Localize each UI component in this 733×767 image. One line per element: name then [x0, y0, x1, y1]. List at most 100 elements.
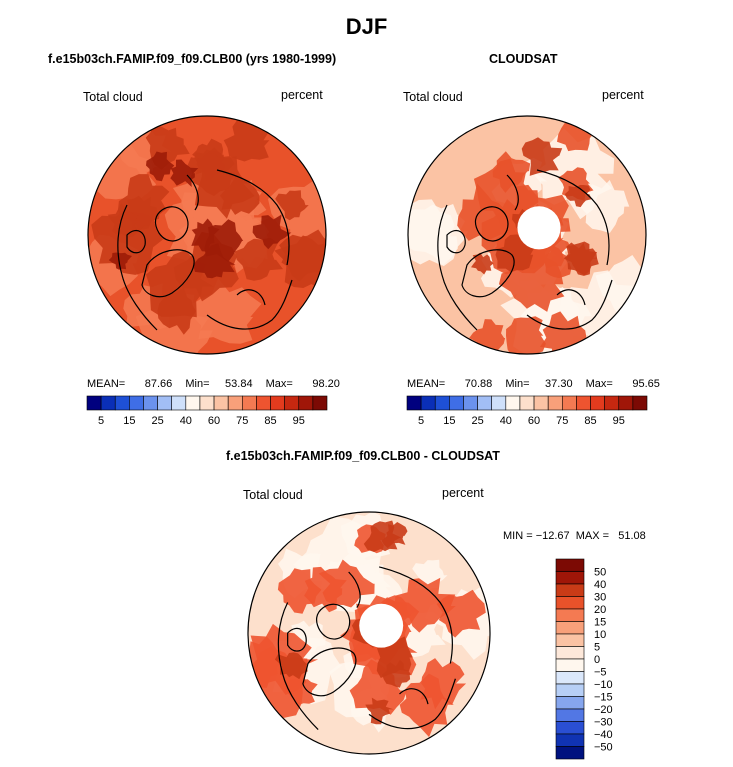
panel3-colorbar-tick-label: 0 [594, 654, 600, 666]
panel1-contour-region [108, 252, 132, 270]
panel1-coastlines [117, 169, 293, 331]
panel2-colorbar-tick-label: 95 [613, 415, 625, 427]
panel1-map-border [87, 115, 327, 355]
panel2-coastline [536, 169, 610, 266]
panel3-colorbar-swatch [555, 583, 585, 597]
panel1-contour-region [91, 210, 165, 275]
panel2-colorbar: 5 15 25 40 60 75 85 95 [406, 395, 648, 427]
panel1-colorbar-swatch [114, 395, 130, 411]
panel1-coastline [186, 174, 199, 211]
panel2-contour-region [471, 252, 494, 275]
panel1-coastline [154, 206, 189, 242]
panel3-coastline [348, 571, 361, 608]
panel3-colorbar-tick-label: 10 [594, 629, 606, 641]
panel2-colorbar-tick-label: 60 [528, 415, 540, 427]
panel1-contour-region [234, 237, 283, 281]
panel2-colorbar-swatch [463, 395, 478, 411]
panel2-field [408, 116, 646, 354]
panel3-contour-region [349, 659, 407, 715]
panel1-coastline [117, 204, 158, 331]
panel3-coastline [287, 627, 307, 652]
panel1-title: f.e15b03ch.FAMIP.f09_f09.CLB00 (yrs 1980… [48, 52, 337, 66]
panel2-colorbar-swatch [505, 395, 521, 411]
panel1-contour-region [223, 117, 270, 162]
panel3-coastline [302, 647, 357, 697]
panel3-colorbar-tick-label: −15 [594, 692, 613, 704]
panel3-colorbar-swatch [555, 596, 585, 610]
panel1-coastline [206, 279, 293, 330]
panel2-stats: MEAN= 70.88 Min= 37.30 Max= 95.65 [407, 378, 660, 390]
panel2-colorbar-swatch [406, 395, 422, 411]
panel3-colorbar-swatch [555, 733, 585, 747]
page-title: DJF [345, 14, 388, 39]
panel1-colorbar-tick-label: 40 [180, 415, 192, 427]
panel2-coastline [506, 174, 519, 211]
panel2-coastlines [437, 169, 613, 331]
panel1-mean-label: MEAN= [87, 378, 126, 390]
panel1-colorbar-swatch [312, 395, 328, 411]
panel3-variable: Total cloud [243, 488, 303, 502]
panel2-colorbar-swatch [477, 395, 493, 411]
panel2-colorbar-swatch [604, 395, 620, 411]
panel1-contour-region [275, 190, 309, 221]
panel1-coastline [126, 230, 146, 254]
panel3-colorbar-tick-label: 20 [594, 604, 606, 616]
panel1-colorbar-swatch [199, 395, 215, 411]
panel1-contour-region [146, 151, 175, 182]
panel3-coastline [368, 678, 456, 730]
panel1-colorbar-swatch [270, 395, 285, 411]
panel1-contour-region [157, 287, 197, 335]
panel3-contour-region [274, 652, 309, 680]
panel3-colorbar-swatch [555, 608, 585, 622]
panel1-colorbar-swatch [284, 395, 300, 411]
panel2-coastline [526, 279, 613, 330]
panel3-colorbar-swatch [555, 696, 585, 710]
panel3-map-border [247, 511, 491, 755]
panel3-coastline [315, 603, 351, 640]
panel1-colorbar-tick-label: 25 [151, 415, 163, 427]
panel2-variable: Total cloud [403, 90, 463, 104]
panel3-coastline [399, 688, 429, 705]
panel1-units: percent [281, 88, 323, 102]
panel1-colorbar-tick-label: 75 [236, 415, 248, 427]
panel1-colorbar-tick-label: 95 [293, 415, 305, 427]
panel2-contour-region [506, 316, 546, 354]
panel1-max-value: 98.20 [312, 378, 340, 390]
panel1-contour-region [193, 243, 236, 279]
panel3-colorbar-swatch [555, 671, 585, 685]
panel2-colorbar-swatch [590, 395, 605, 411]
panel1-variable: Total cloud [83, 90, 143, 104]
panel3-contour-region [420, 658, 467, 710]
panel3-colorbar-swatch [555, 571, 585, 585]
panel3-polar-map [247, 511, 491, 755]
panel2-polar-map [407, 115, 647, 355]
panel3-colorbar-tick-label: 40 [594, 579, 606, 591]
panel3-colorbar-swatch [555, 683, 585, 697]
panel2-colorbar-swatch [618, 395, 634, 411]
panel2-coastline [556, 289, 586, 306]
panel1-coastline [216, 169, 290, 266]
panel2-max-label: Max= [585, 378, 613, 390]
panel3-coastline [379, 566, 453, 664]
panel3-contour-region [365, 697, 394, 725]
panel3-colorbar-tick-label: −30 [594, 717, 613, 729]
panel1-max-label: Max= [265, 378, 293, 390]
panel1-colorbar-tick-label: 15 [123, 415, 135, 427]
panel2-colorbar-swatch [547, 395, 563, 411]
panel1-colorbar-swatch [256, 395, 271, 411]
panel2-title: CLOUDSAT [489, 52, 558, 66]
panel1-colorbar-tick-label: 5 [98, 415, 104, 427]
panel1-colorbar-swatch [129, 395, 144, 411]
panel1-coastline [141, 249, 195, 298]
panel3-title: f.e15b03ch.FAMIP.f09_f09.CLB00 - CLOUDSA… [226, 449, 500, 463]
panel2-coastline [474, 206, 509, 242]
panel1-colorbar-swatch [213, 395, 229, 411]
panel2-colorbar-swatch [449, 395, 464, 411]
panel3-colorbar-tick-label: −20 [594, 704, 613, 716]
panel1-colorbar: 5 15 25 40 60 75 85 95 [86, 395, 328, 427]
panel3-colorbar-swatch [555, 621, 585, 635]
panel3-units: percent [442, 486, 484, 500]
panel3-missing-data-region [359, 603, 404, 648]
panel1-colorbar-swatch [185, 395, 201, 411]
panel2-contour-region [408, 204, 468, 267]
